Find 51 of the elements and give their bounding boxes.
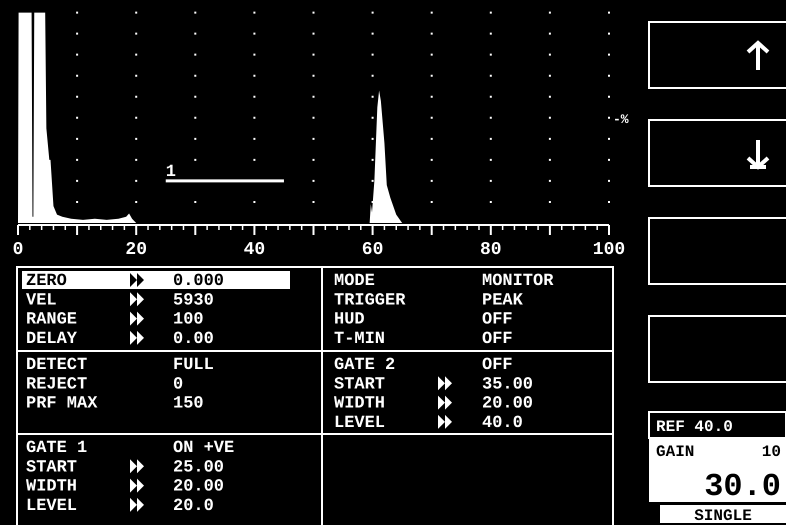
text: 25.00 [173, 458, 224, 478]
text: 30.0 [704, 468, 781, 505]
text: VEL [26, 291, 57, 310]
text: DELAY [26, 330, 78, 349]
text: -% [613, 112, 629, 127]
text: WIDTH [334, 394, 386, 414]
text: REF 40.0 [656, 418, 733, 436]
text: MODE [334, 272, 375, 291]
text: GATE 1 [26, 439, 88, 458]
text: TRIGGER [334, 291, 406, 310]
text: T-MIN [334, 330, 386, 349]
text: 40.0 [482, 414, 523, 433]
x-tick-label: 0 [12, 240, 24, 260]
text: 100 [173, 310, 204, 330]
text: 35.00 [482, 375, 534, 394]
text: PRF MAX [26, 394, 98, 414]
text: 20.00 [482, 394, 534, 414]
text: START [26, 458, 78, 478]
text: SINGLE [694, 507, 752, 525]
text: 20.0 [173, 496, 214, 516]
text: RANGE [26, 310, 78, 330]
text: 0.00 [173, 330, 214, 349]
text: OFF [482, 330, 513, 349]
text: LEVEL [334, 414, 386, 433]
text: PEAK [482, 291, 524, 310]
x-tick-label: 40 [244, 240, 266, 260]
text: WIDTH [26, 478, 78, 497]
annotation: 1 [166, 162, 176, 182]
text: REJECT [26, 375, 88, 394]
x-tick-label: 100 [592, 240, 626, 260]
text: 0 [173, 375, 184, 394]
text: START [334, 375, 386, 394]
text: FULL [173, 356, 214, 375]
text: ON +VE [173, 439, 234, 458]
text: MONITOR [482, 272, 554, 291]
text: 0.000 [173, 272, 224, 291]
x-tick-label: 80 [480, 240, 502, 260]
text: HUD [334, 310, 365, 330]
text: GAIN [656, 443, 694, 461]
text: LEVEL [26, 496, 78, 516]
text: 20.00 [173, 478, 224, 497]
x-tick-label: 20 [125, 240, 148, 260]
text: ZERO [26, 272, 67, 291]
text: GATE 2 [334, 356, 396, 375]
text: 150 [173, 394, 204, 414]
text: 5930 [173, 291, 214, 310]
text: OFF [482, 310, 513, 330]
text: DETECT [26, 356, 88, 375]
x-tick-label: 60 [362, 240, 384, 260]
text: 10 [762, 443, 781, 461]
text: OFF [482, 356, 513, 375]
